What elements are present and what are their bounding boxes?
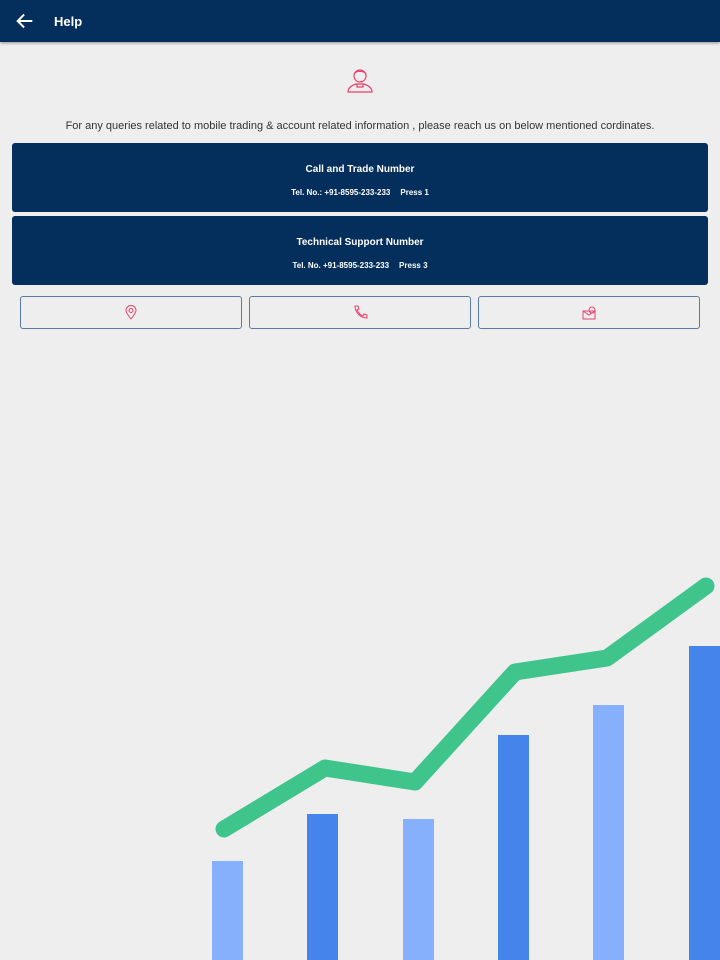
illustration-trend-line bbox=[215, 577, 715, 838]
card-details: Tel. No.: +91-8595-233-233 Press 1 bbox=[12, 188, 708, 197]
illustration-bar bbox=[593, 705, 624, 960]
email-button[interactable] bbox=[478, 296, 700, 329]
location-button[interactable] bbox=[20, 296, 242, 329]
illustration-bar bbox=[498, 735, 529, 960]
card-title: Technical Support Number bbox=[296, 237, 424, 248]
technical-support-card[interactable]: Technical Support Number Tel. No. +91-85… bbox=[12, 216, 708, 285]
arrow-left-icon[interactable] bbox=[14, 10, 36, 32]
card-details: Tel. No. +91-8595-233-233 Press 3 bbox=[12, 261, 708, 270]
call-and-trade-card[interactable]: Call and Trade Number Tel. No.: +91-8595… bbox=[12, 143, 708, 212]
card-title: Call and Trade Number bbox=[305, 164, 415, 175]
page-title: Help bbox=[54, 13, 83, 29]
phone-button[interactable] bbox=[249, 296, 471, 329]
phone-icon bbox=[353, 305, 367, 319]
location-pin-icon bbox=[125, 305, 137, 320]
app-bar: Help bbox=[0, 0, 720, 42]
email-icon bbox=[582, 306, 595, 319]
illustration-bar bbox=[212, 861, 243, 960]
customer-support-agent-icon bbox=[347, 69, 373, 93]
illustration-bar bbox=[689, 646, 720, 960]
illustration-bar bbox=[307, 814, 338, 960]
card-tel: Tel. No.: +91-8595-233-233 bbox=[291, 188, 391, 197]
intro-text: For any queries related to mobile tradin… bbox=[65, 120, 655, 132]
card-tel: Tel. No. +91-8595-233-233 bbox=[292, 261, 390, 270]
card-press: Press 1 bbox=[400, 188, 429, 197]
card-press: Press 3 bbox=[399, 261, 428, 270]
illustration-bar bbox=[403, 819, 434, 960]
